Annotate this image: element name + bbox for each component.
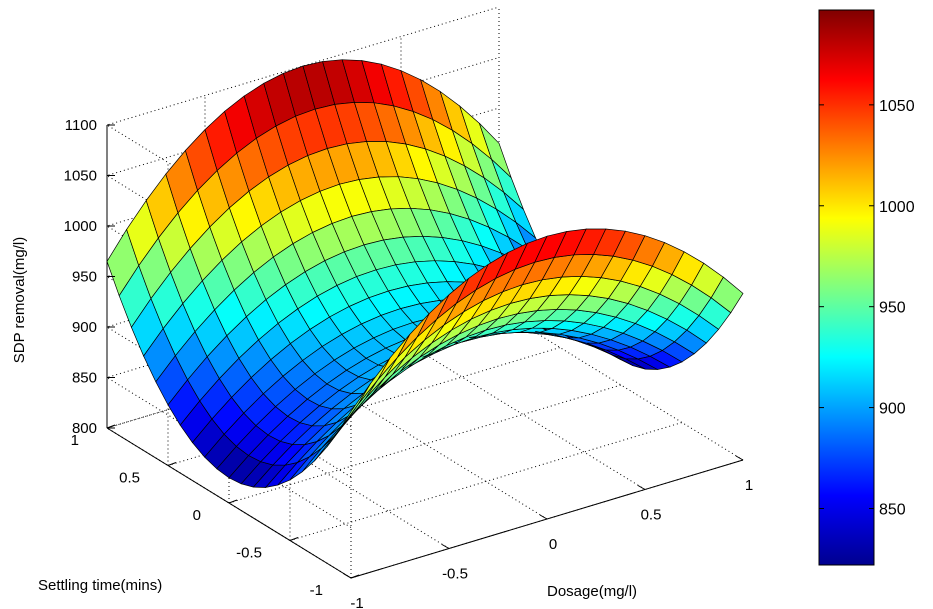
x-tick (441, 544, 450, 549)
x-tick-label: 0.5 (641, 507, 662, 524)
z-tick-label: 950 (72, 269, 97, 286)
y-tick (228, 499, 238, 504)
y-tick-label: 0.5 (119, 470, 140, 487)
colorbar-gradient (818, 9, 875, 566)
x-tick (735, 455, 744, 461)
z-tick-label: 1000 (64, 218, 97, 235)
y-tick (289, 537, 299, 541)
x-tick-label: -1 (350, 595, 363, 609)
x-axis-label: Dosage(mg/l) (547, 583, 637, 600)
colorbar-tick-label: 850 (879, 501, 906, 518)
colorbar-tick-label: 1050 (879, 98, 915, 115)
colorbar: 850 900 950 1000 1050 (818, 9, 915, 566)
y-tick-label: -1 (310, 582, 323, 599)
y-tick-label: -0.5 (236, 545, 262, 562)
grid-line (400, 339, 646, 490)
tick-labels: -1-0.500.51-1-0.500.51800850900950100010… (64, 117, 754, 609)
colorbar-tick-label: 950 (879, 300, 906, 317)
y-tick (167, 462, 177, 466)
z-axis-label: SDP removal(mg/l) (11, 237, 28, 363)
x-tick-label: 1 (745, 477, 753, 494)
y-tick-label: 0 (193, 507, 201, 524)
grid-line (289, 422, 683, 541)
z-tick-label: 1050 (64, 168, 97, 185)
x-tick (539, 514, 548, 520)
z-tick-label: 850 (72, 370, 97, 387)
y-tick (350, 574, 360, 579)
surface-mesh (106, 59, 744, 489)
x-tick-label: -0.5 (442, 566, 468, 583)
z-tick-label: 800 (72, 420, 97, 437)
surface-patch (710, 276, 744, 314)
x-tick (637, 485, 646, 490)
colorbar-tick-label: 1000 (879, 199, 915, 216)
x-tick-label: 0 (549, 536, 557, 553)
grid-line (228, 384, 622, 504)
z-tick-label: 1100 (65, 117, 97, 134)
y-axis-label: Settling time(mins) (38, 577, 162, 594)
colorbar-tick-label: 900 (879, 401, 906, 418)
y-tick-label: 1 (71, 432, 79, 449)
x-tick (343, 573, 352, 579)
z-tick-label: 900 (72, 319, 97, 336)
